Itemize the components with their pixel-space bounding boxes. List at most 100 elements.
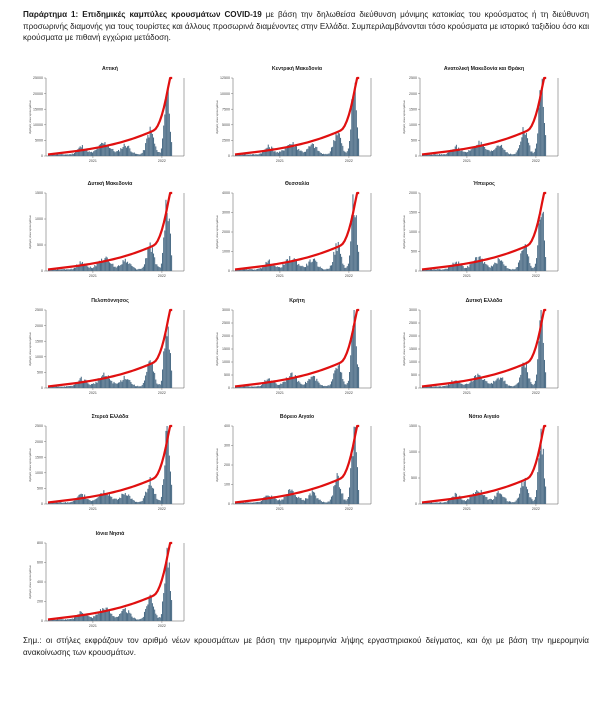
case-bar	[60, 269, 62, 271]
case-bar	[463, 151, 465, 156]
case-bar	[62, 619, 64, 621]
y-tick-label: 600	[37, 561, 43, 565]
case-bar	[305, 267, 307, 271]
case-bar	[158, 152, 160, 156]
y-tick-label: 1500	[409, 107, 417, 111]
case-bar	[513, 269, 515, 271]
case-bar	[432, 386, 434, 388]
case-bar	[539, 320, 541, 388]
case-bar	[305, 498, 307, 504]
case-bar	[260, 153, 263, 156]
case-bar	[299, 498, 301, 504]
chart-title: Νότιο Αιγαίο	[468, 414, 500, 420]
case-bar	[301, 151, 303, 156]
case-bar	[128, 610, 130, 621]
chart-panel: Ήπειρος 0 500 1000 1500 2000 Αριθμός νέων κρου…	[398, 181, 570, 293]
case-bar	[349, 141, 351, 156]
case-bar	[485, 380, 487, 388]
case-bar	[477, 373, 479, 388]
case-bar	[517, 382, 520, 388]
case-bar	[274, 265, 276, 271]
case-bar	[319, 152, 321, 156]
case-bar	[163, 237, 165, 271]
case-bar	[52, 386, 54, 388]
case-bar	[123, 261, 125, 271]
case-bar	[306, 498, 308, 504]
case-bar	[54, 154, 56, 156]
case-bar	[68, 619, 70, 621]
case-bar	[146, 138, 148, 156]
case-bar	[488, 150, 490, 156]
case-bar	[443, 269, 445, 271]
case-bar	[122, 379, 124, 388]
case-bar	[111, 613, 113, 621]
case-bar	[271, 380, 273, 388]
case-bar	[251, 502, 253, 504]
chart-panel: Ιόνια Νησιά 0 200 400 600 800 Αριθμός νέων κρο…	[24, 531, 196, 643]
case-bar	[488, 499, 490, 504]
case-bar	[103, 260, 105, 271]
case-bar	[67, 619, 69, 621]
case-bar	[111, 380, 113, 388]
case-bar	[130, 264, 132, 271]
case-bar	[72, 618, 74, 621]
case-bar	[142, 266, 144, 271]
case-bar	[429, 502, 431, 504]
case-bar	[447, 267, 450, 271]
case-bar	[521, 250, 523, 271]
case-bar	[112, 148, 114, 156]
case-bar	[255, 269, 257, 271]
case-bar	[103, 372, 105, 388]
case-bar	[341, 143, 343, 156]
chart-title: Στερεά Ελλάδα	[91, 414, 129, 420]
case-bar	[507, 501, 509, 504]
x-tick-label: 2021	[463, 507, 471, 511]
case-bar	[352, 194, 354, 271]
y-tick-label: 100	[224, 483, 230, 487]
case-bar	[83, 149, 85, 156]
case-bar	[458, 261, 460, 271]
case-bar	[515, 384, 517, 388]
case-bar	[490, 150, 492, 156]
case-bar	[326, 268, 328, 271]
case-bar	[163, 351, 165, 388]
case-bar	[497, 377, 499, 388]
case-bar	[462, 151, 464, 156]
case-bar	[426, 386, 428, 388]
case-bar	[279, 384, 281, 388]
y-tick-label: 0	[228, 154, 230, 158]
case-bar	[354, 322, 356, 388]
case-bar	[155, 493, 157, 504]
case-bar	[148, 485, 150, 504]
case-bar	[137, 619, 139, 621]
case-bar	[55, 386, 57, 388]
case-bar	[306, 149, 308, 156]
case-bar	[321, 153, 323, 156]
case-bar	[156, 615, 158, 621]
case-bar	[464, 501, 466, 504]
case-bar	[97, 612, 99, 621]
case-bar	[115, 151, 117, 156]
case-bar	[435, 269, 437, 271]
case-bar	[263, 382, 265, 388]
case-bar	[349, 255, 351, 271]
case-bar	[298, 148, 300, 156]
y-axis-label: Αριθμός νέων κρουσμάτων	[28, 100, 32, 134]
case-bar	[62, 502, 64, 504]
case-bar	[471, 496, 473, 504]
y-tick-label: 200	[224, 463, 230, 467]
case-bar	[336, 135, 338, 156]
y-tick-label: 1500	[35, 339, 43, 343]
case-bar	[264, 265, 266, 271]
case-bar	[75, 615, 77, 621]
case-bar	[476, 145, 478, 156]
case-bar	[279, 267, 281, 271]
case-bar	[467, 151, 469, 156]
case-bar	[84, 263, 86, 271]
case-bar	[297, 497, 299, 504]
case-bar	[113, 616, 115, 621]
case-bar	[264, 496, 266, 504]
case-bar	[58, 619, 60, 621]
